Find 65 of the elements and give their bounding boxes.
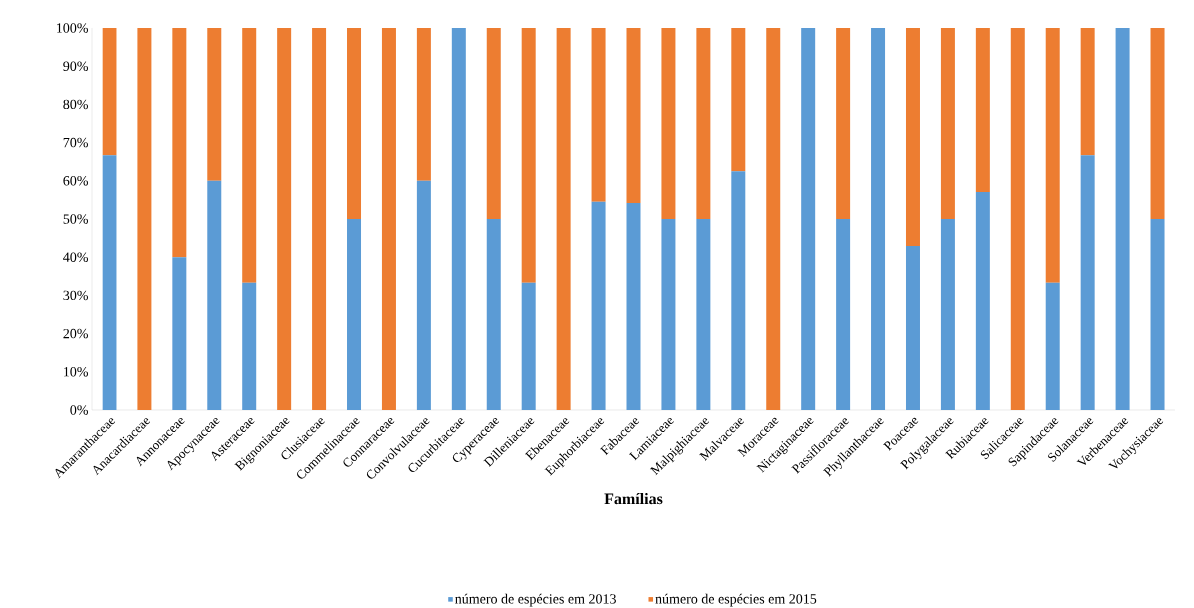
bar	[207, 180, 222, 410]
bar	[661, 28, 676, 219]
bar	[591, 201, 606, 410]
bar	[451, 28, 466, 410]
bar	[207, 28, 222, 181]
bar	[801, 28, 816, 410]
bar	[696, 28, 711, 219]
bar	[1080, 155, 1095, 410]
bar	[486, 219, 501, 410]
bar	[521, 28, 536, 283]
bar	[242, 282, 257, 410]
bar	[975, 28, 990, 192]
y-tick-label: 30%	[63, 290, 88, 301]
bar	[102, 155, 117, 410]
bar	[172, 257, 187, 410]
y-tick-label: 10%	[64, 367, 88, 377]
bar	[905, 28, 920, 247]
bar	[556, 28, 571, 410]
bar	[626, 28, 641, 203]
bar	[1150, 28, 1165, 219]
bar	[940, 28, 955, 219]
y-tick-label: 50%	[63, 214, 88, 224]
bar	[137, 28, 152, 410]
bar	[521, 282, 536, 410]
bar	[836, 28, 851, 219]
bar	[871, 28, 886, 410]
bar	[102, 28, 117, 156]
bar	[1080, 28, 1095, 156]
y-tick-label: 90%	[63, 61, 88, 71]
bar	[731, 171, 746, 410]
legend-label: número de espécies em 2013	[455, 593, 616, 607]
legend-label: número de espécies em 2015	[655, 593, 817, 607]
y-tick-label: 40%	[63, 252, 88, 262]
bar	[626, 202, 641, 410]
bar	[940, 219, 955, 410]
bar	[172, 28, 187, 258]
y-tick-label: 70%	[63, 137, 88, 148]
y-tick-label: 100%	[57, 23, 88, 33]
bar	[277, 28, 292, 410]
bar	[1010, 28, 1025, 410]
bar	[766, 28, 781, 410]
bar	[661, 219, 676, 410]
y-tick-label: 20%	[63, 328, 88, 339]
bar	[416, 28, 431, 181]
bar	[347, 219, 362, 410]
y-tick-label: 80%	[63, 99, 88, 110]
bar	[836, 219, 851, 410]
bar	[696, 219, 711, 410]
bar	[1045, 28, 1060, 283]
y-tick-label: 60%	[63, 176, 88, 186]
bar	[381, 28, 396, 410]
y-tick-label: 0%	[70, 405, 88, 415]
bar	[1045, 282, 1060, 410]
bar	[312, 28, 327, 410]
bar	[591, 28, 606, 202]
bar	[1150, 219, 1165, 410]
bar	[347, 28, 362, 219]
bar	[1115, 28, 1130, 410]
x-axis-title: Famílias	[604, 492, 663, 505]
bar	[975, 191, 990, 410]
bar	[416, 180, 431, 410]
bar	[486, 28, 501, 219]
bar	[905, 246, 920, 410]
bar	[242, 28, 257, 283]
bar	[731, 28, 746, 172]
